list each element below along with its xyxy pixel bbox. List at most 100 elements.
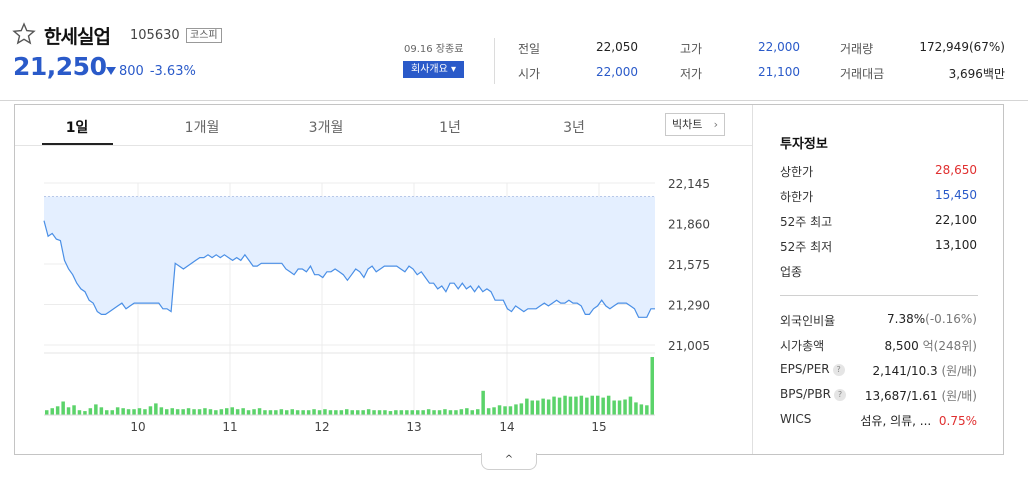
volume-bar xyxy=(405,410,409,415)
volume-bar xyxy=(639,404,644,415)
y-tick-label: 21,005 xyxy=(668,339,710,353)
volume-bar xyxy=(61,401,65,415)
tab-1month[interactable]: 1개월 xyxy=(184,120,220,136)
volume-bar xyxy=(99,407,104,415)
volume-bar xyxy=(394,410,398,415)
volume-bar xyxy=(465,408,469,415)
volume-bar xyxy=(137,408,142,415)
volume-bar xyxy=(361,410,365,415)
tab-3month[interactable]: 3개월 xyxy=(308,120,344,136)
volume-bar xyxy=(645,405,649,415)
wics-industry[interactable]: 섬유, 의류, ... xyxy=(860,414,932,428)
volume-bar xyxy=(596,395,600,415)
price-change: 800 -3.63% xyxy=(106,64,196,79)
volume-bar xyxy=(514,404,518,415)
volume-bar xyxy=(432,410,436,415)
volume-bar xyxy=(345,409,349,415)
bps-pbr-unit: (원/배) xyxy=(941,389,978,403)
down-triangle-icon xyxy=(106,67,116,75)
volume-bar xyxy=(159,407,164,415)
y-tick-label: 21,860 xyxy=(668,218,710,232)
tab-1day[interactable]: 1일 xyxy=(65,120,89,136)
y-tick-label: 21,575 xyxy=(668,258,710,272)
company-overview-button[interactable]: 회사개요 ▾ xyxy=(403,61,464,78)
x-tick-label: 15 xyxy=(591,420,606,434)
52w-low-label: 52주 최저 xyxy=(780,240,833,254)
volume-bar xyxy=(88,408,93,415)
bps-pbr-number: 13,687/1.61 xyxy=(864,389,938,403)
bps-pbr-value: 13,687/1.61 (원/배) xyxy=(865,387,977,404)
upper-limit-value: 28,650 xyxy=(935,163,977,177)
stat-label-trade-value: 거래대금 xyxy=(840,67,885,81)
collapse-button[interactable]: ^ xyxy=(481,453,537,470)
volume-bar xyxy=(388,411,393,415)
stat-value-low: 21,100 xyxy=(758,65,800,79)
volume-bar xyxy=(235,409,240,415)
header-bottom-divider xyxy=(0,100,1028,101)
foreign-ratio-change: (-0.16%) xyxy=(925,312,977,326)
volume-bar xyxy=(530,400,534,415)
panel-divider xyxy=(752,105,753,454)
volume-bar xyxy=(541,398,545,415)
x-tick-label: 10 xyxy=(130,420,145,434)
volume-bar xyxy=(323,409,327,415)
volume-bar xyxy=(356,410,360,415)
volume-bar xyxy=(285,410,289,415)
stat-label-low: 저가 xyxy=(680,67,703,81)
volume-bar xyxy=(536,400,540,415)
volume-bar xyxy=(105,410,109,415)
stock-name: 한세실업 xyxy=(44,26,111,48)
stat-label-open: 시가 xyxy=(518,67,541,81)
volume-bar xyxy=(192,409,196,415)
stat-label-high: 고가 xyxy=(680,42,703,56)
52w-high-label: 52주 최고 xyxy=(780,215,833,229)
volume-bar xyxy=(219,409,224,415)
volume-bar xyxy=(552,396,556,415)
big-chart-button[interactable]: 빅차트 › xyxy=(665,113,725,136)
volume-bar xyxy=(175,409,180,415)
volume-bar xyxy=(568,396,573,415)
x-tick-label: 12 xyxy=(314,420,329,434)
volume-bar xyxy=(366,409,371,415)
wics-value: 섬유, 의류, ... 0.75% xyxy=(860,412,977,429)
help-icon[interactable]: ? xyxy=(832,364,845,376)
volume-bar xyxy=(246,410,251,415)
volume-bar xyxy=(525,398,529,415)
volume-bar xyxy=(476,409,480,415)
volume-bar xyxy=(416,410,420,415)
x-tick-label: 11 xyxy=(222,420,237,434)
volume-bar xyxy=(623,399,627,415)
volume-bar xyxy=(557,397,562,415)
foreign-ratio-value: 7.38%(-0.16%) xyxy=(887,312,977,326)
volume-bar xyxy=(66,407,71,415)
volume-bar xyxy=(350,410,354,415)
volume-bar xyxy=(268,410,273,415)
help-icon[interactable]: ? xyxy=(833,389,846,401)
52w-low-value: 13,100 xyxy=(935,238,977,252)
eps-per-value: 2,141/10.3 (원/배) xyxy=(873,362,977,379)
volume-bar xyxy=(252,409,256,415)
volume-bar xyxy=(317,410,322,415)
panel-title: 투자정보 xyxy=(780,137,828,152)
x-tick-label: 13 xyxy=(406,420,421,434)
market-cap-number: 8,500 xyxy=(884,339,919,353)
volume-bar xyxy=(421,410,425,415)
volume-bar xyxy=(448,410,453,415)
change-rate: -3.63% xyxy=(149,64,196,79)
market-cap-label: 시가총액 xyxy=(780,339,825,353)
volume-bar xyxy=(437,410,442,415)
intraday-price-chart[interactable]: 22,145 21,860 21,575 21,290 21,005 10 11 12 13 14… xyxy=(15,145,752,445)
market-badge: 코스피 xyxy=(186,28,222,43)
eps-per-unit: (원/배) xyxy=(941,364,978,378)
favorite-star-icon[interactable] xyxy=(12,22,36,46)
stat-value-open: 22,000 xyxy=(596,65,638,79)
volume-bar xyxy=(143,409,147,415)
stat-value-trade-value: 3,696백만 xyxy=(948,67,1005,81)
price-area-fill xyxy=(44,196,655,318)
chart-panel: 1일 1개월 3개월 1년 3년 빅차트 › 22,145 21,860 21,575… xyxy=(14,104,1004,455)
volume-bar xyxy=(257,408,262,415)
tab-3year[interactable]: 3년 xyxy=(563,120,585,136)
volume-bar xyxy=(186,408,191,415)
52w-high-value: 22,100 xyxy=(935,213,977,227)
tab-1year[interactable]: 1년 xyxy=(439,120,461,136)
